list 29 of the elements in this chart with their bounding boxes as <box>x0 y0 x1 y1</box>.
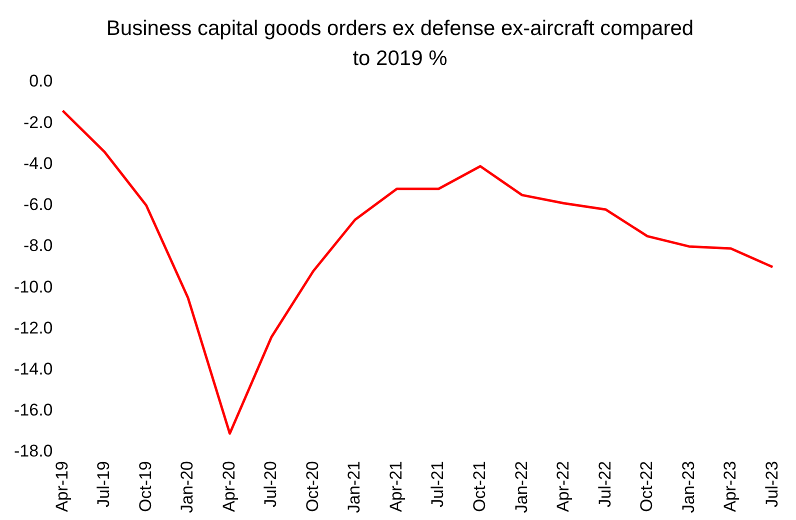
x-tick-label: Jan-23 <box>678 461 698 514</box>
x-tick-label: Jan-22 <box>512 461 531 514</box>
y-tick-label: -16.0 <box>14 400 53 420</box>
y-tick-label: -18.0 <box>14 442 53 461</box>
x-tick-label: Jul-22 <box>595 461 614 508</box>
y-tick-label: -12.0 <box>14 318 53 338</box>
y-tick-label: -8.0 <box>23 236 53 256</box>
x-tick-label: Apr-20 <box>219 461 238 512</box>
x-tick-label: Apr-19 <box>52 461 72 512</box>
y-tick-label: -14.0 <box>14 359 53 378</box>
x-tick-label: Oct-21 <box>470 461 489 512</box>
x-tick-label: Jul-21 <box>428 461 448 508</box>
x-tick-label: Oct-20 <box>302 461 322 512</box>
x-tick-label: Jul-20 <box>261 461 280 508</box>
x-tick-label: Jan-20 <box>178 461 197 514</box>
y-tick-label: 0.0 <box>29 72 53 91</box>
x-tick-label: Apr-21 <box>386 461 406 512</box>
x-tick-label: Oct-19 <box>136 461 155 512</box>
x-tick-label: Jan-21 <box>344 461 364 514</box>
y-tick-label: -2.0 <box>23 112 53 132</box>
x-tick-label: Jul-23 <box>762 461 782 508</box>
x-tick-label: Jul-19 <box>94 461 114 508</box>
x-tick-label: Apr-23 <box>720 461 740 512</box>
y-tick-label: -6.0 <box>23 195 53 214</box>
y-tick-label: -4.0 <box>23 154 53 173</box>
y-tick-label: -10.0 <box>14 277 53 296</box>
x-tick-label: Oct-22 <box>637 461 656 512</box>
x-tick-label: Apr-22 <box>554 461 573 512</box>
chart-title: Business capital goods orders ex defense ex-aircraft compared to 2019 % <box>105 16 695 72</box>
